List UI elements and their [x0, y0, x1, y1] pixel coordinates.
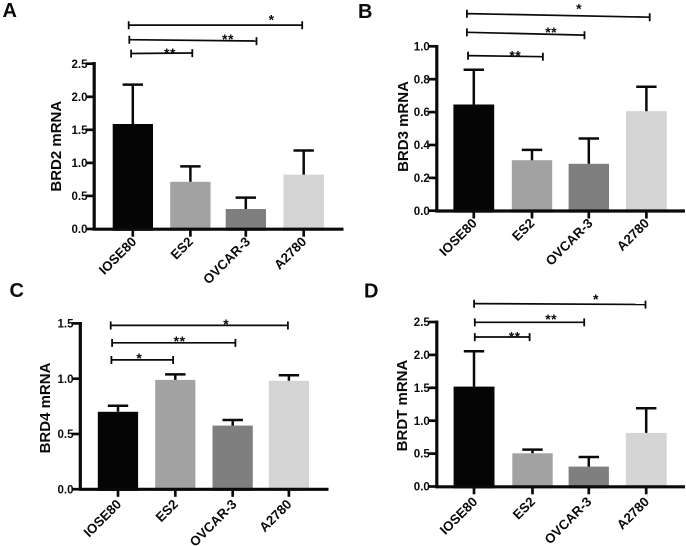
svg-text:**: ** — [545, 24, 557, 40]
svg-text:2.0: 2.0 — [414, 350, 430, 362]
svg-text:1.0: 1.0 — [58, 374, 74, 386]
svg-text:*: * — [223, 316, 229, 332]
svg-text:0.5: 0.5 — [414, 449, 431, 461]
svg-text:2.5: 2.5 — [414, 317, 431, 329]
svg-text:0.8: 0.8 — [414, 74, 431, 86]
svg-text:BRD3 mRNA: BRD3 mRNA — [395, 81, 412, 172]
svg-text:1.0: 1.0 — [414, 416, 430, 428]
svg-text:D: D — [364, 281, 378, 303]
svg-text:0.6: 0.6 — [414, 107, 430, 119]
svg-text:**: ** — [509, 328, 521, 344]
svg-text:1.0: 1.0 — [414, 41, 430, 53]
svg-text:0.0: 0.0 — [58, 484, 74, 496]
svg-text:0.5: 0.5 — [58, 429, 75, 441]
svg-text:1.5: 1.5 — [72, 125, 89, 137]
svg-text:0.2: 0.2 — [414, 173, 430, 185]
svg-text:0.0: 0.0 — [414, 482, 430, 494]
svg-text:B: B — [358, 1, 372, 23]
svg-text:*: * — [136, 350, 142, 366]
svg-text:**: ** — [164, 45, 176, 61]
svg-text:**: ** — [509, 47, 521, 63]
svg-text:1.5: 1.5 — [414, 383, 431, 395]
svg-text:*: * — [593, 291, 599, 307]
svg-text:BRDT mRNA: BRDT mRNA — [394, 360, 411, 452]
svg-text:**: ** — [174, 333, 186, 349]
svg-text:1.0: 1.0 — [72, 158, 88, 170]
svg-text:C: C — [10, 280, 24, 302]
svg-text:**: ** — [545, 311, 557, 327]
svg-text:*: * — [269, 11, 275, 27]
svg-text:0.4: 0.4 — [414, 140, 431, 152]
svg-text:**: ** — [222, 31, 234, 47]
svg-text:*: * — [576, 0, 582, 16]
svg-text:BRD4 mRNA: BRD4 mRNA — [37, 362, 54, 453]
svg-text:0.0: 0.0 — [72, 224, 88, 236]
svg-text:A: A — [3, 0, 17, 22]
svg-text:1.5: 1.5 — [58, 319, 75, 331]
svg-text:2.0: 2.0 — [72, 92, 88, 104]
svg-text:BRD2 mRNA: BRD2 mRNA — [48, 101, 65, 192]
svg-text:2.5: 2.5 — [72, 59, 89, 71]
svg-text:0.0: 0.0 — [414, 206, 430, 218]
svg-text:0.5: 0.5 — [72, 191, 89, 203]
